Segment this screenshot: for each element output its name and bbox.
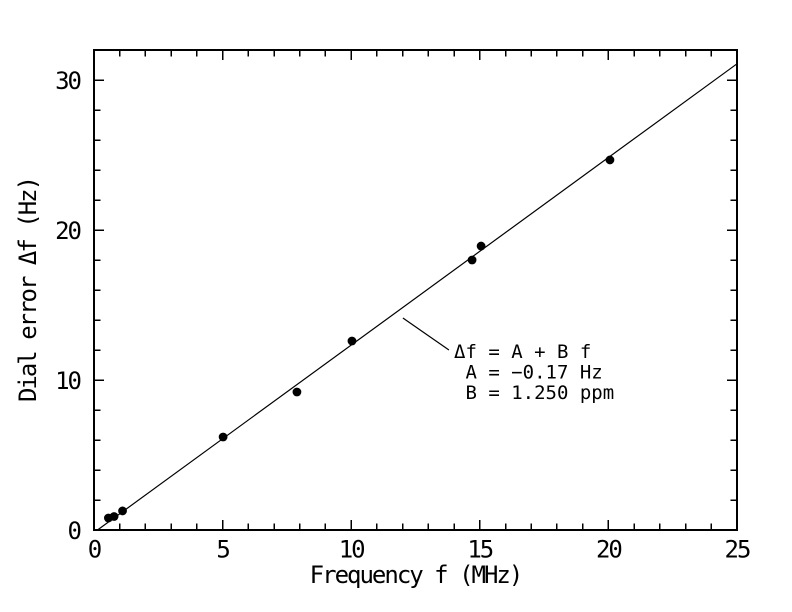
data-point <box>109 512 119 521</box>
data-point <box>347 336 357 346</box>
data-point <box>292 387 302 397</box>
y-tick-label: 20 <box>55 217 80 245</box>
x-tick-label: 20 <box>596 536 621 564</box>
data-series <box>97 63 738 531</box>
fit-annotation: Δf = A + B f A = −0.17 Hz B = 1.250 ppm <box>454 341 614 404</box>
x-tick-label: 5 <box>216 536 229 564</box>
fit-intercept-text: A = −0.17 Hz <box>454 362 603 384</box>
x-axis-title: Frequency f (MHz) <box>310 561 522 589</box>
fit-equation-text: Δf = A + B f <box>454 341 591 363</box>
y-tick-label: 30 <box>55 67 80 95</box>
y-tick-label: 0 <box>68 517 81 545</box>
axes: 0 5 10 15 20 25 0 10 20 30 <box>55 49 752 564</box>
fit-line <box>97 63 738 531</box>
data-point <box>605 155 615 165</box>
x-tick-label: 0 <box>88 536 101 564</box>
plot-frame <box>93 49 738 531</box>
data-point <box>218 432 228 442</box>
y-axis-title: Dial error Δf (Hz) <box>14 178 42 402</box>
data-point <box>467 255 477 265</box>
data-point <box>118 506 127 516</box>
x-tick-label: 25 <box>725 536 750 564</box>
x-tick-label: 15 <box>467 536 492 564</box>
y-tick-label: 10 <box>55 367 80 395</box>
fit-slope-text: B = 1.250 ppm <box>454 382 614 404</box>
annotation-leader-line <box>402 317 450 351</box>
data-point <box>476 241 486 251</box>
x-tick-label: 10 <box>339 536 364 564</box>
